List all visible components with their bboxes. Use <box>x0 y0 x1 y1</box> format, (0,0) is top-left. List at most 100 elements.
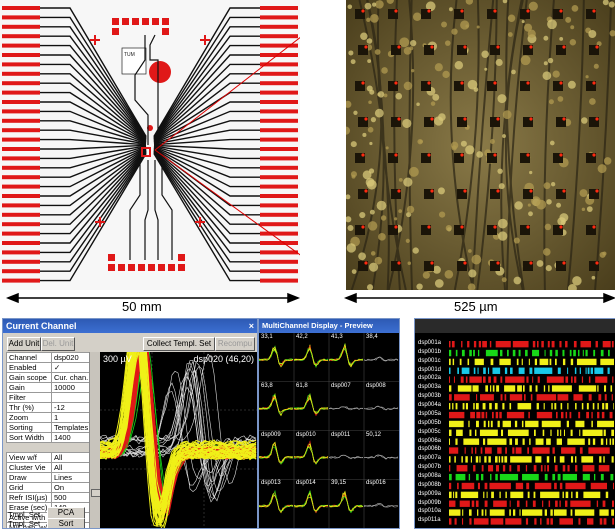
contact-pad <box>2 91 40 95</box>
param-value[interactable]: On <box>52 483 91 493</box>
cell-body <box>386 146 389 149</box>
current-channel-titlebar[interactable]: Current Channel × <box>3 319 257 333</box>
cell-body <box>439 211 445 217</box>
spike-mark <box>479 456 480 462</box>
param-value[interactable] <box>52 393 91 403</box>
spike-mark <box>449 465 450 471</box>
spike-mark <box>469 350 472 356</box>
spike-mark <box>599 465 610 471</box>
spike-mark <box>566 412 568 418</box>
electrode-marker <box>496 261 499 264</box>
spike-mark <box>563 474 577 480</box>
spike-mark <box>522 359 523 365</box>
spike-mark <box>603 456 604 462</box>
contact-pad <box>260 128 298 132</box>
spike-mark <box>523 385 525 391</box>
param-value[interactable]: 500 <box>52 493 91 503</box>
spike-mark <box>597 403 598 409</box>
spike-mark <box>611 430 614 436</box>
channel-cell-label: dsp011 <box>331 432 350 438</box>
spike-mark <box>473 385 479 391</box>
spike-mark <box>516 447 522 453</box>
spike-mark <box>601 439 604 445</box>
multichannel-titlebar[interactable]: MultiChannel Display - Preview <box>259 319 399 333</box>
spike-mark <box>556 412 558 418</box>
contact-pad <box>2 213 40 217</box>
param-value[interactable]: All <box>52 463 91 473</box>
contact-pad <box>2 185 40 189</box>
del-unit-button[interactable]: Del. Unit <box>41 337 75 351</box>
spike-mark <box>482 341 487 347</box>
electrode-marker <box>463 45 466 48</box>
multichannel-grid[interactable] <box>259 333 399 528</box>
collect-template-button[interactable]: Collect Templ. Set <box>143 337 215 351</box>
spike-mark <box>509 403 511 409</box>
param-row: Filter <box>7 393 91 403</box>
spike-mark <box>483 368 486 374</box>
spike-mark <box>580 341 591 347</box>
cell-body <box>490 139 495 144</box>
spike-mark <box>454 394 470 400</box>
spike-mark <box>608 368 610 374</box>
cell-body <box>543 248 551 256</box>
cell-body <box>442 71 449 78</box>
param-label: Sort Width <box>7 433 52 443</box>
param-value[interactable]: -12 <box>52 403 91 413</box>
spike-mark <box>599 456 601 462</box>
spike-mark <box>449 421 464 427</box>
spike-mark <box>613 483 614 489</box>
spike-mark <box>496 465 499 471</box>
waveform-scope[interactable]: 300 µV dsp020 (46,20) <box>100 352 257 528</box>
electrode-marker <box>493 9 496 12</box>
spike-mark <box>490 474 491 480</box>
close-icon[interactable]: × <box>249 319 254 333</box>
param-row: Thr (%)-12 <box>7 403 91 413</box>
param-value[interactable] <box>52 443 91 453</box>
spike-mark <box>481 474 483 480</box>
cell-body <box>528 204 531 207</box>
spike-mark <box>583 430 603 436</box>
param-value[interactable]: Templates <box>52 423 91 433</box>
cell-body <box>416 283 422 289</box>
spike-mark <box>449 341 451 347</box>
cell-body <box>556 203 561 208</box>
spike-mark <box>579 430 580 436</box>
spike-mark <box>561 403 563 409</box>
cell-body <box>460 20 469 29</box>
param-value[interactable]: ✓ <box>52 363 91 373</box>
cell-body <box>366 178 375 187</box>
param-value[interactable]: 10000 <box>52 383 91 393</box>
spike-mark <box>545 509 547 515</box>
spike-mark <box>575 465 577 471</box>
recompute-button[interactable]: Recompu <box>215 337 255 351</box>
spike-mark <box>529 368 532 374</box>
param-value[interactable]: 1400 <box>52 433 91 443</box>
spike-mark <box>485 509 486 515</box>
cell-body <box>589 98 596 105</box>
contact-pad <box>260 260 298 264</box>
cell-body <box>522 20 525 23</box>
add-unit-button[interactable]: Add Unit <box>7 337 41 351</box>
spike-mark <box>543 430 545 436</box>
spike-mark <box>510 492 523 498</box>
spike-mark <box>582 403 584 409</box>
cell-body <box>411 69 414 72</box>
param-value[interactable]: All <box>52 453 91 463</box>
contact-pad <box>260 119 298 123</box>
param-value[interactable]: Lines <box>52 473 91 483</box>
param-value[interactable]: dsp020 <box>52 353 91 363</box>
contact-pad <box>2 232 40 236</box>
channel-cell-label: dsp010 <box>296 432 316 438</box>
spike-raster[interactable] <box>415 333 615 528</box>
spike-mark <box>526 483 529 489</box>
channel-cell-label: dsp013 <box>261 480 281 486</box>
raster-titlebar[interactable] <box>415 319 615 333</box>
threshold-slider[interactable] <box>89 352 100 528</box>
param-value[interactable]: 1 <box>52 413 91 423</box>
spike-mark <box>510 368 513 374</box>
sort-button[interactable]: Sort <box>47 518 85 529</box>
param-value[interactable]: Cur. chan. <box>52 373 91 383</box>
spike-mark <box>463 403 465 409</box>
contact-pad <box>2 138 40 142</box>
